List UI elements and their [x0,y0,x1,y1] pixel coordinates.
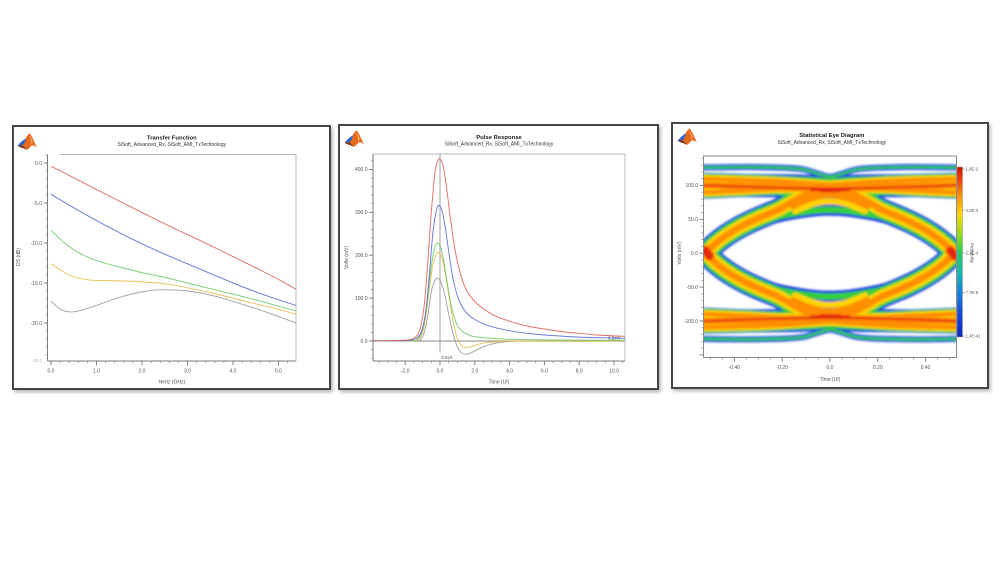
svg-text:8.0: 8.0 [576,369,583,375]
svg-text:SiSoft_Advanced_Rx, SiSoft_AMI: SiSoft_Advanced_Rx, SiSoft_AMI_TxTechnol… [445,141,554,147]
svg-text:-0.40: -0.40 [729,365,741,371]
svg-text:DS (dB): DS (dB) [16,248,22,266]
svg-text:7.7E-8: 7.7E-8 [966,290,979,295]
svg-text:2.0: 2.0 [471,369,478,375]
svg-text:SiSoft_Advanced_Rx, SiSoft_AMI: SiSoft_Advanced_Rx, SiSoft_AMI_TxTechnol… [777,140,886,146]
svg-text:-0.20: -0.20 [776,365,788,371]
svg-text:3.0: 3.0 [184,369,191,375]
svg-text:400.0: 400.0 [355,167,368,173]
svg-text:Hertz (GHz): Hertz (GHz) [158,380,185,386]
svg-text:SiSoft_Advanced_Rx, SiSoft_AMI: SiSoft_Advanced_Rx, SiSoft_AMI_TxTechnol… [117,142,226,148]
svg-text:Time (UI): Time (UI) [489,380,510,386]
svg-text:5.0: 5.0 [275,369,282,375]
svg-text:0.0: 0.0 [48,369,55,375]
svg-text:4.0: 4.0 [506,369,513,375]
svg-text:Probability: Probability [970,243,975,264]
svg-text:Transfer Function: Transfer Function [147,136,197,142]
svg-text:0.0: 0.0 [691,251,698,257]
svg-text:0.40: 0.40 [921,365,931,371]
svg-text:0.0: 0.0 [827,365,834,371]
svg-text:0.0: 0.0 [437,369,444,375]
svg-text:10.0: 10.0 [609,369,619,375]
svg-text:Volts (mV): Volts (mV) [677,241,683,264]
svg-text:1.0: 1.0 [93,369,100,375]
svg-text:0.0: 0.0 [35,161,42,167]
svg-text:0.0: 0.0 [361,339,368,345]
svg-text:300.0: 300.0 [355,210,368,216]
svg-text:-10.0: -10.0 [31,241,43,247]
svg-text:1.8E-2: 1.8E-2 [966,167,979,172]
svg-text:-25.0: -25.0 [32,358,43,363]
svg-text:-50.0: -50.0 [687,285,699,291]
svg-text:-5.0: -5.0 [33,201,42,207]
svg-text:4.0: 4.0 [230,369,237,375]
svg-text:4.2E-3: 4.2E-3 [966,208,979,213]
svg-text:-2.0: -2.0 [401,369,410,375]
svg-text:100.0: 100.0 [355,296,368,302]
svg-text:0.20: 0.20 [873,365,883,371]
svg-text:Time (UI): Time (UI) [820,377,841,383]
svg-text:Statistical Eye Diagram: Statistical Eye Diagram [799,133,864,139]
svg-text:6.0: 6.0 [541,369,548,375]
svg-text:-15.0: -15.0 [31,281,43,287]
svg-text:100.0: 100.0 [685,183,698,189]
svg-text:2.7E-4: 2.7E-4 [966,250,979,255]
svg-text:-100.0: -100.0 [684,319,698,325]
svg-text:0.5UI: 0.5UI [442,355,453,360]
svg-text:2.0: 2.0 [139,369,146,375]
svg-text:Pulse Response: Pulse Response [476,135,522,141]
svg-text:1.4E-41: 1.4E-41 [966,334,982,339]
svg-text:200.0: 200.0 [355,253,368,259]
svg-text:50.0: 50.0 [688,217,698,223]
svg-text:-20.0: -20.0 [31,321,43,327]
svg-text:Volts (mV): Volts (mV) [344,246,350,269]
